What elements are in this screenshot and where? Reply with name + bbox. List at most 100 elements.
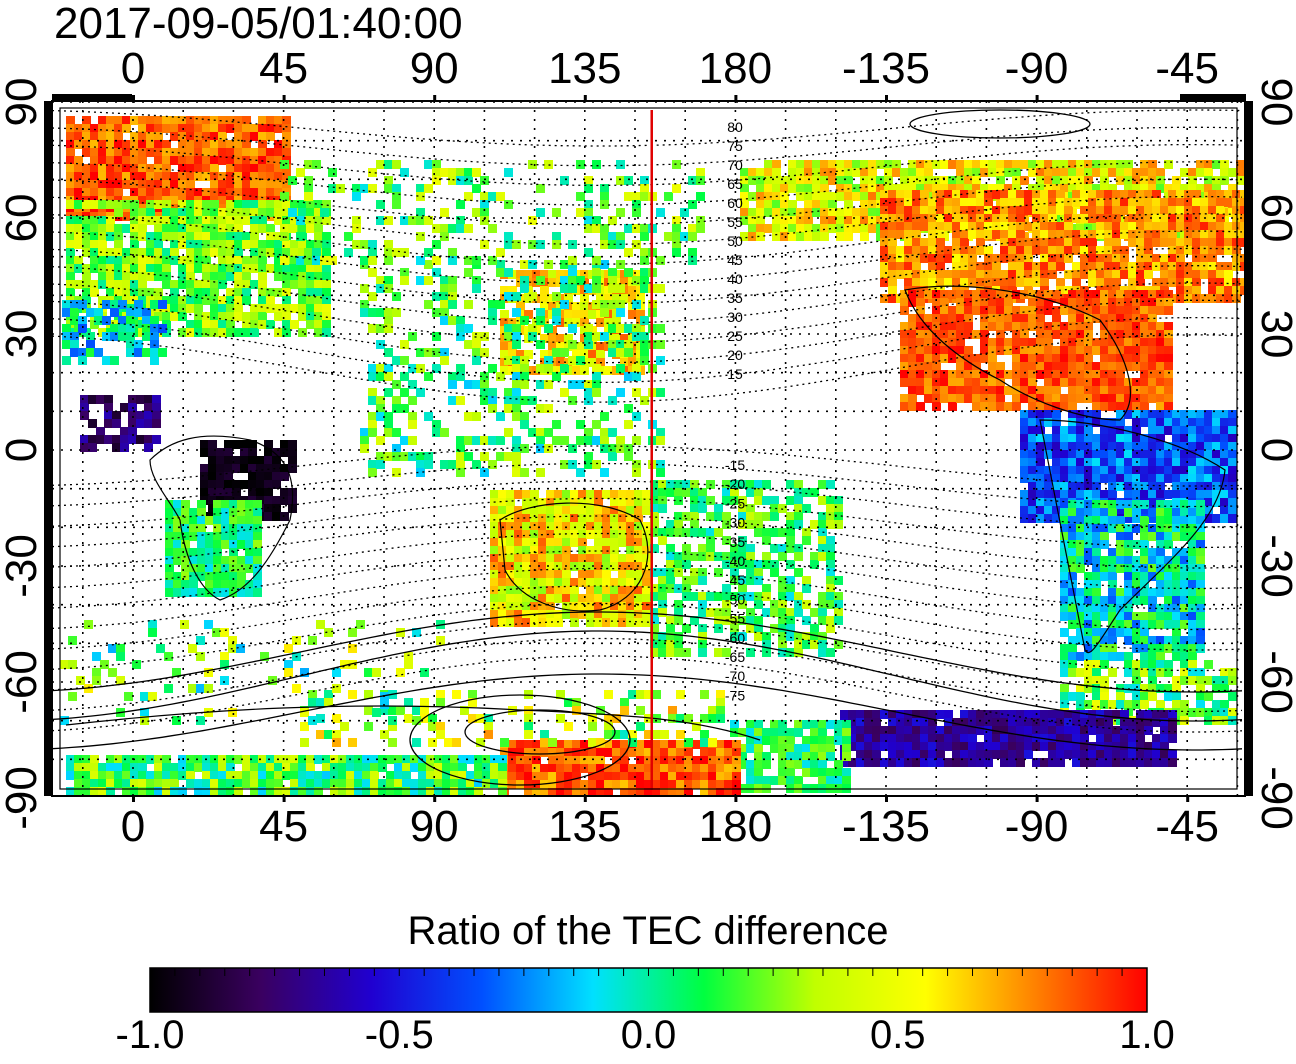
tec-cell [282, 180, 291, 189]
tec-cell [189, 508, 198, 517]
tec-cell [714, 616, 723, 625]
tec-cell [82, 164, 91, 173]
tec-cell [197, 508, 206, 517]
tec-cell [594, 578, 603, 587]
tec-cell [1000, 718, 1009, 727]
tec-cell [280, 512, 289, 521]
tec-cell [656, 468, 665, 477]
tec-cell [1228, 168, 1237, 177]
tec-cell [610, 538, 619, 547]
tec-cell [1012, 394, 1021, 403]
tec-cell [146, 200, 155, 209]
tec-cell [110, 356, 119, 365]
tec-cell [844, 224, 853, 233]
tec-cell [1172, 588, 1181, 597]
tec-cell [218, 320, 227, 329]
tec-cell [1124, 378, 1133, 387]
tec-cell [1052, 306, 1061, 315]
tec-cell [916, 160, 925, 169]
tec-cell [298, 224, 307, 233]
tec-cell [250, 312, 259, 321]
tec-cell [506, 514, 515, 523]
tec-cell [1076, 168, 1085, 177]
tec-cell [1140, 612, 1149, 621]
tec-cell [173, 540, 182, 549]
tec-cell [1020, 346, 1029, 355]
tec-cell [1132, 306, 1141, 315]
tec-cell [1076, 636, 1085, 645]
tec-cell [868, 192, 877, 201]
tec-cell [1048, 254, 1057, 263]
tec-cell [456, 316, 465, 325]
tec-cell [984, 270, 993, 279]
tec-cell [165, 564, 174, 573]
tec-cell [408, 436, 417, 445]
tec-cell [762, 496, 771, 505]
tec-cell [1076, 668, 1085, 677]
tec-cell [1196, 524, 1205, 533]
tec-cell [1188, 572, 1197, 581]
tec-cell [229, 572, 238, 581]
tec-cell [1240, 278, 1245, 287]
tec-cell [181, 580, 190, 589]
tec-cell [218, 180, 227, 189]
tec-cell [984, 742, 993, 751]
tec-cell [1092, 652, 1101, 661]
tec-cell [112, 419, 121, 428]
tec-cell [996, 386, 1005, 395]
tec-cell [106, 156, 115, 165]
tec-cell [162, 116, 171, 125]
tec-cell [1040, 206, 1049, 215]
tec-cell [796, 232, 805, 241]
tec-cell [1212, 450, 1221, 459]
tec-cell [522, 594, 531, 603]
tec-cell [608, 452, 617, 461]
tec-cell [912, 222, 921, 231]
tec-cell [904, 758, 913, 767]
tec-cell [1132, 354, 1141, 363]
tec-cell [1076, 466, 1085, 475]
tec-cell [1140, 314, 1149, 323]
tec-cell [948, 394, 957, 403]
tec-cell [1104, 734, 1113, 743]
tec-cell [1228, 514, 1237, 523]
tec-cell [1060, 668, 1069, 677]
tec-cell [1008, 222, 1017, 231]
tec-cell [1164, 684, 1173, 693]
tec-cell [1216, 230, 1225, 239]
tec-cell [360, 300, 369, 309]
tec-cell [1240, 206, 1245, 215]
tec-cell [634, 554, 643, 563]
tec-cell [746, 648, 755, 657]
tec-cell [266, 208, 275, 217]
tec-cell [1008, 214, 1017, 223]
tec-cell [1108, 612, 1117, 621]
tec-cell [1188, 548, 1197, 557]
tec-cell [940, 386, 949, 395]
tec-cell [880, 198, 889, 207]
tec-cell [1116, 426, 1125, 435]
tec-cell [1188, 524, 1197, 533]
tec-cell [314, 312, 323, 321]
tec-cell [1020, 474, 1029, 483]
tec-cell [952, 742, 961, 751]
tec-cell [1100, 692, 1109, 701]
tec-cell [820, 224, 829, 233]
tec-cell [213, 588, 222, 597]
tec-cell [980, 346, 989, 355]
tec-cell [1216, 270, 1225, 279]
tec-cell [1180, 556, 1189, 565]
tec-cell [1040, 262, 1049, 271]
tec-cell [440, 300, 449, 309]
tec-cell [964, 370, 973, 379]
tec-cell [1084, 524, 1093, 533]
tec-cell [650, 504, 659, 513]
tec-cell [634, 586, 643, 595]
tec-cell [956, 354, 965, 363]
tec-cell [280, 472, 289, 481]
tec-cell [384, 308, 393, 317]
tec-cell [210, 272, 219, 281]
tec-cell [210, 208, 219, 217]
tec-cell [1148, 184, 1157, 193]
tec-cell [1064, 742, 1073, 751]
